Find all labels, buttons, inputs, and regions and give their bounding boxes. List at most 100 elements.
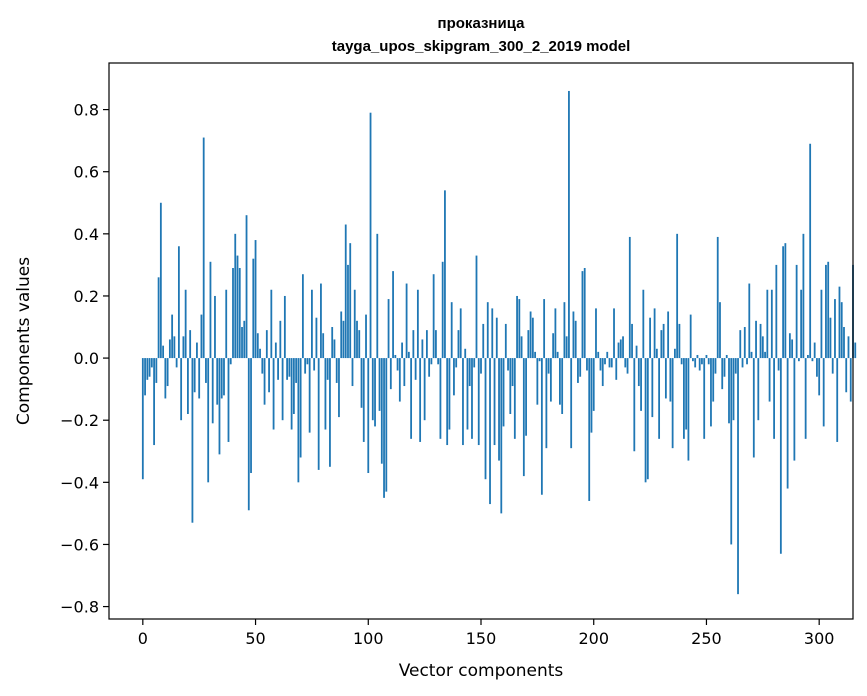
bar (662, 323, 665, 359)
bar (622, 336, 624, 359)
bar (459, 308, 462, 359)
bar (256, 333, 259, 359)
bar (703, 358, 706, 439)
bar (712, 358, 715, 402)
bar (374, 358, 376, 427)
bar (513, 358, 516, 439)
bar (295, 358, 298, 383)
bar (236, 255, 239, 359)
bar (473, 358, 476, 368)
bar (365, 314, 367, 359)
bar (159, 202, 162, 359)
y-tick-label: −0.8 (60, 598, 99, 617)
bar (227, 358, 230, 442)
bar (353, 289, 356, 359)
bar (599, 358, 602, 371)
bar (263, 358, 266, 405)
bar (234, 233, 237, 359)
bar (367, 358, 370, 474)
bar (577, 358, 579, 383)
y-tick-label: −0.2 (60, 411, 99, 430)
bar (432, 274, 435, 359)
bar (568, 90, 570, 359)
bar (683, 358, 685, 439)
bar (642, 289, 645, 359)
bar (471, 358, 473, 439)
bar (252, 258, 255, 359)
bar (220, 358, 223, 399)
bar (371, 358, 374, 421)
bar (777, 358, 780, 371)
bar (784, 243, 787, 359)
x-tick-label: 250 (691, 629, 722, 648)
bar (518, 299, 521, 359)
bar (676, 233, 679, 359)
bar (205, 358, 207, 383)
bar (380, 358, 383, 464)
bar (297, 358, 300, 483)
bar (705, 354, 708, 359)
bar (444, 190, 446, 359)
bar (619, 339, 622, 359)
bar (831, 358, 834, 374)
bar (480, 358, 482, 374)
x-tick-label: 50 (245, 629, 265, 648)
bar (743, 327, 746, 359)
bar (290, 358, 293, 430)
bar (723, 358, 726, 377)
bar (187, 358, 189, 414)
bar (552, 333, 555, 359)
bar (439, 358, 442, 439)
bar (450, 302, 453, 359)
bar (331, 327, 334, 359)
bar (441, 261, 444, 359)
bar (225, 289, 228, 359)
bar-series (141, 90, 857, 595)
bar (389, 358, 392, 390)
bar (502, 358, 505, 427)
bar (283, 295, 286, 359)
bar (565, 336, 568, 359)
bar (279, 320, 282, 359)
bar (453, 358, 455, 396)
bar (651, 358, 654, 418)
bar (592, 358, 595, 411)
bar (216, 358, 219, 405)
bar (335, 358, 338, 383)
bar (475, 255, 478, 359)
bar (655, 348, 658, 359)
bar (734, 358, 737, 374)
bar (793, 358, 796, 461)
bar (838, 286, 841, 359)
bar (617, 342, 620, 359)
bar (741, 358, 744, 368)
bar (529, 311, 532, 359)
bar (586, 358, 588, 371)
bar (173, 336, 176, 359)
bar (804, 358, 807, 439)
bar (818, 358, 821, 396)
bar (561, 358, 564, 414)
bar (791, 339, 794, 359)
bar (466, 358, 469, 430)
bar (392, 271, 394, 359)
bar (813, 342, 816, 359)
bar (536, 358, 539, 405)
bar (407, 351, 410, 359)
bar (595, 308, 597, 359)
bar (809, 143, 812, 359)
bar (746, 358, 748, 365)
bar (633, 358, 636, 452)
bar (822, 358, 825, 427)
bar (200, 314, 203, 359)
bar (554, 308, 557, 359)
bar (748, 283, 751, 359)
bar (498, 358, 500, 461)
bar (349, 243, 352, 359)
bar (840, 302, 843, 359)
bar (495, 317, 498, 359)
bar (232, 268, 234, 359)
bar (527, 330, 530, 359)
bar (588, 358, 591, 501)
bar (423, 358, 426, 421)
